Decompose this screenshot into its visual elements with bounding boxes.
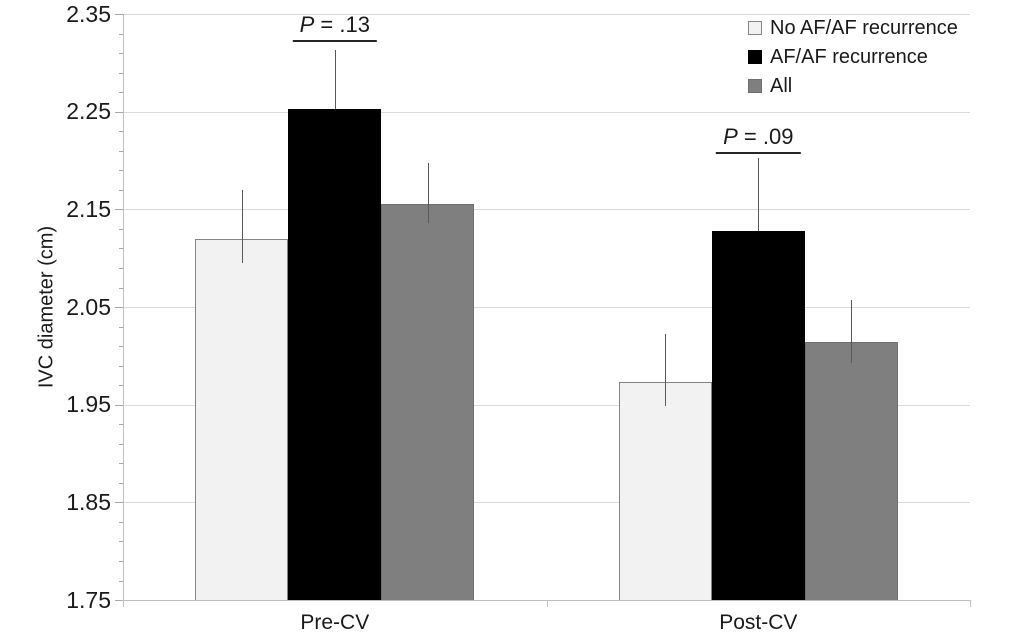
y-axis-minor-tick	[119, 53, 123, 55]
y-axis-minor-tick	[119, 267, 123, 269]
p-value-annotation: P = .13	[292, 12, 377, 43]
legend-label: All	[770, 75, 793, 97]
bar-all-pre-cv	[381, 203, 475, 600]
error-bar	[241, 189, 243, 263]
y-axis-minor-tick	[119, 287, 123, 289]
error-bar	[851, 300, 853, 364]
y-axis-minor-tick	[119, 92, 123, 94]
y-axis-major-tick	[115, 404, 123, 406]
y-axis-minor-tick	[119, 541, 123, 543]
legend-swatch-all	[748, 79, 762, 93]
legend-label: No AF/AF recurrence	[770, 17, 958, 39]
gridline	[123, 502, 970, 504]
legend-swatch-no-af-af-recurrence	[748, 21, 762, 35]
legend-item: All	[748, 75, 958, 97]
bar-af-af-recurrence-pre-cv	[288, 108, 382, 600]
legend-item: AF/AF recurrence	[748, 46, 958, 68]
y-axis-minor-tick	[119, 346, 123, 348]
bar-af-af-recurrence-post-cv	[711, 230, 805, 600]
x-axis-tick	[546, 600, 548, 607]
y-axis-minor-tick	[119, 443, 123, 445]
y-axis-minor-tick	[119, 150, 123, 152]
error-bar	[758, 157, 760, 231]
y-axis-minor-tick	[119, 521, 123, 523]
x-axis-tick	[123, 600, 124, 607]
y-tick-label: 2.35	[66, 0, 111, 27]
p-value-annotation: P = .09	[716, 123, 801, 154]
y-axis-minor-tick	[119, 189, 123, 191]
gridline	[123, 307, 970, 308]
x-axis-line	[122, 600, 970, 601]
x-axis-tick	[970, 600, 971, 607]
y-tick-label: 2.25	[66, 98, 111, 125]
bar-no-af-af-recurrence-post-cv	[618, 382, 712, 600]
y-axis-major-tick	[115, 600, 123, 601]
y-axis-major-tick	[115, 209, 123, 211]
error-bar	[334, 50, 336, 109]
y-axis-minor-tick	[119, 170, 123, 172]
y-tick-label: 1.95	[66, 391, 111, 418]
y-axis-minor-tick	[119, 580, 123, 582]
y-tick-label: 1.85	[66, 488, 111, 515]
legend-swatch-af-af-recurrence	[748, 50, 762, 64]
gridline	[123, 209, 970, 211]
error-bar	[427, 163, 429, 224]
gridline	[123, 14, 970, 15]
legend-label: AF/AF recurrence	[770, 46, 928, 68]
legend: No AF/AF recurrence AF/AF recurrence All	[748, 17, 958, 97]
y-axis-minor-tick	[119, 326, 123, 328]
y-axis-minor-tick	[119, 560, 123, 562]
p-value-symbol: P	[299, 12, 315, 38]
gridline	[123, 404, 970, 406]
y-tick-label: 2.15	[66, 195, 111, 222]
y-axis-major-tick	[115, 111, 123, 113]
x-category-label: Pre-CV	[300, 611, 370, 634]
gridline	[123, 111, 970, 113]
y-axis-minor-tick	[119, 33, 123, 35]
x-category-label: Post-CV	[719, 611, 798, 634]
y-tick-label: 2.05	[66, 293, 111, 320]
y-axis-minor-tick	[119, 248, 123, 250]
y-axis-minor-tick	[119, 424, 123, 426]
y-axis-major-tick	[115, 502, 123, 504]
y-axis-minor-tick	[119, 365, 123, 367]
y-axis-major-tick	[115, 307, 123, 308]
y-axis-minor-tick	[119, 385, 123, 387]
bar-no-af-af-recurrence-pre-cv	[195, 238, 289, 600]
error-bar	[665, 334, 667, 407]
y-axis-minor-tick	[119, 72, 123, 74]
y-axis-minor-tick	[119, 463, 123, 465]
y-tick-label: 1.75	[66, 586, 111, 613]
y-axis-major-tick	[115, 14, 123, 15]
y-axis-minor-tick	[119, 228, 123, 230]
y-axis-line	[123, 14, 124, 600]
y-axis-minor-tick	[119, 131, 123, 133]
p-value-symbol: P	[723, 123, 738, 149]
y-axis-minor-tick	[119, 482, 123, 484]
legend-item: No AF/AF recurrence	[748, 17, 958, 39]
bar-all-post-cv	[804, 342, 898, 600]
